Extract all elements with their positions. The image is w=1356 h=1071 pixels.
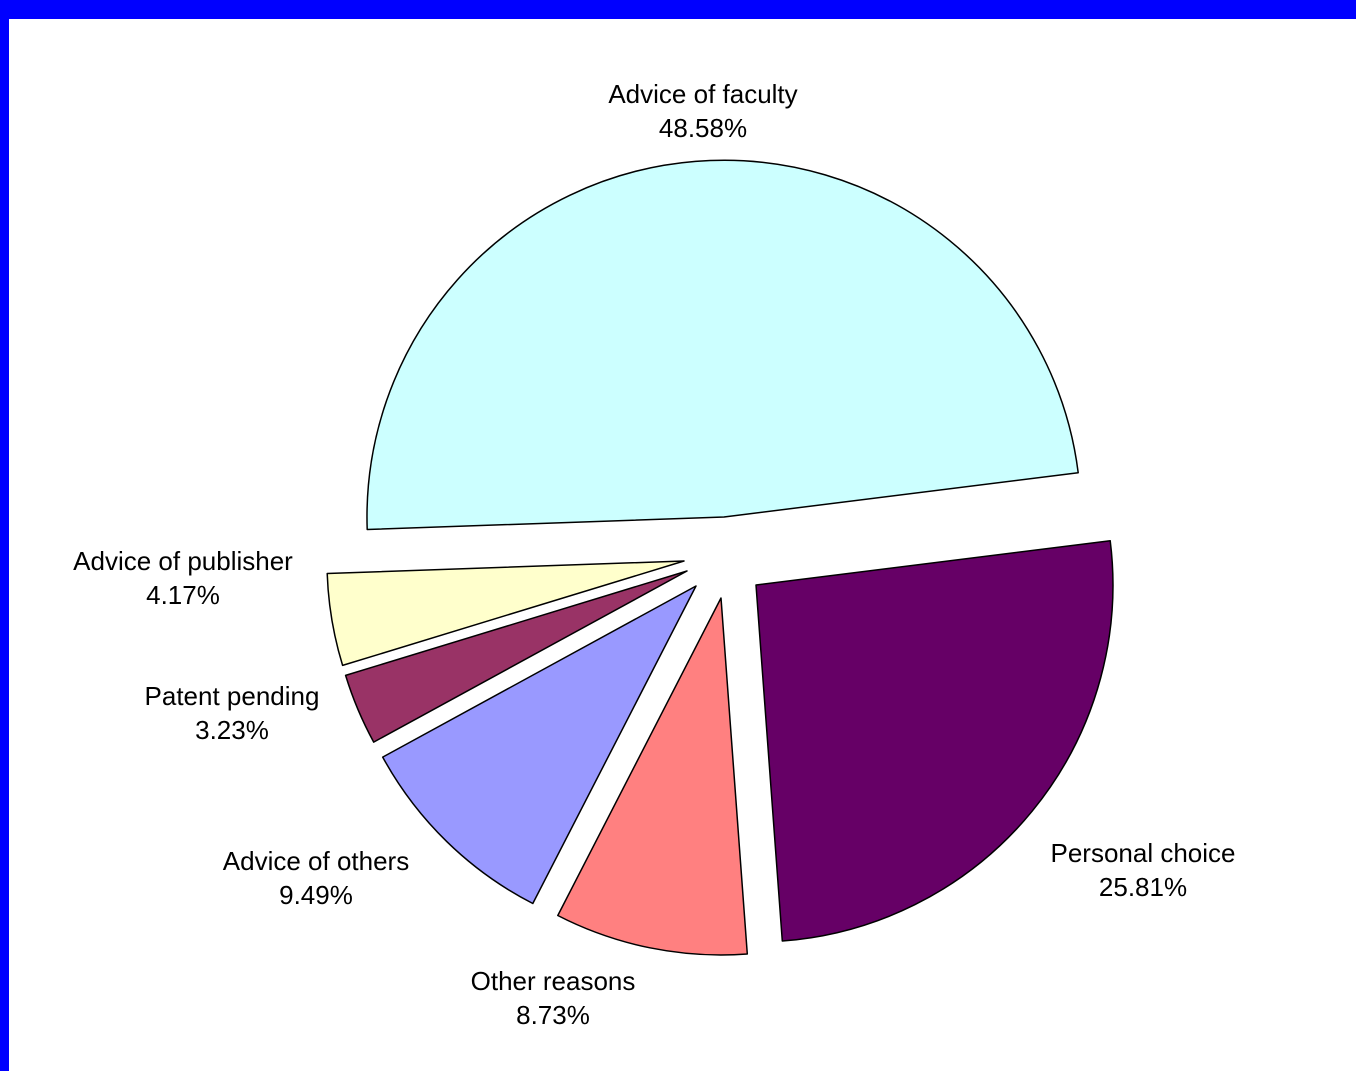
slice-label: Other reasons 8.73%	[471, 966, 636, 1030]
pie-slice-other-reasons	[557, 597, 749, 956]
slice-label-value: 25.81%	[1099, 872, 1187, 902]
slice-label-name: Advice of publisher	[73, 546, 293, 576]
slice-label: Advice of faculty 48.58%	[608, 79, 797, 143]
pie-slice-patent-pending	[344, 570, 688, 743]
slice-label-name: Other reasons	[471, 966, 636, 996]
slice-label-value: 48.58%	[659, 113, 747, 143]
pie-slice-advice-of-faculty	[366, 159, 1079, 531]
slice-label: Advice of publisher 4.17%	[73, 546, 293, 610]
slice-label: Personal choice 25.81%	[1051, 838, 1236, 902]
slice-label-value: 3.23%	[195, 715, 269, 745]
slice-label-name: Advice of others	[223, 846, 409, 876]
slice-label-value: 4.17%	[146, 580, 220, 610]
pie-slice-personal-choice	[755, 539, 1114, 942]
slice-label-name: Advice of faculty	[608, 79, 797, 109]
pie-slice-advice-of-others	[381, 585, 697, 905]
slice-label-value: 8.73%	[516, 1000, 590, 1030]
pie-slice-advice-of-publisher	[326, 560, 685, 667]
slice-label-name: Personal choice	[1051, 838, 1236, 868]
slice-label: Advice of others 9.49%	[223, 846, 409, 910]
slice-label-value: 9.49%	[279, 880, 353, 910]
slice-label-name: Patent pending	[145, 681, 320, 711]
slice-label: Patent pending 3.23%	[145, 681, 320, 745]
